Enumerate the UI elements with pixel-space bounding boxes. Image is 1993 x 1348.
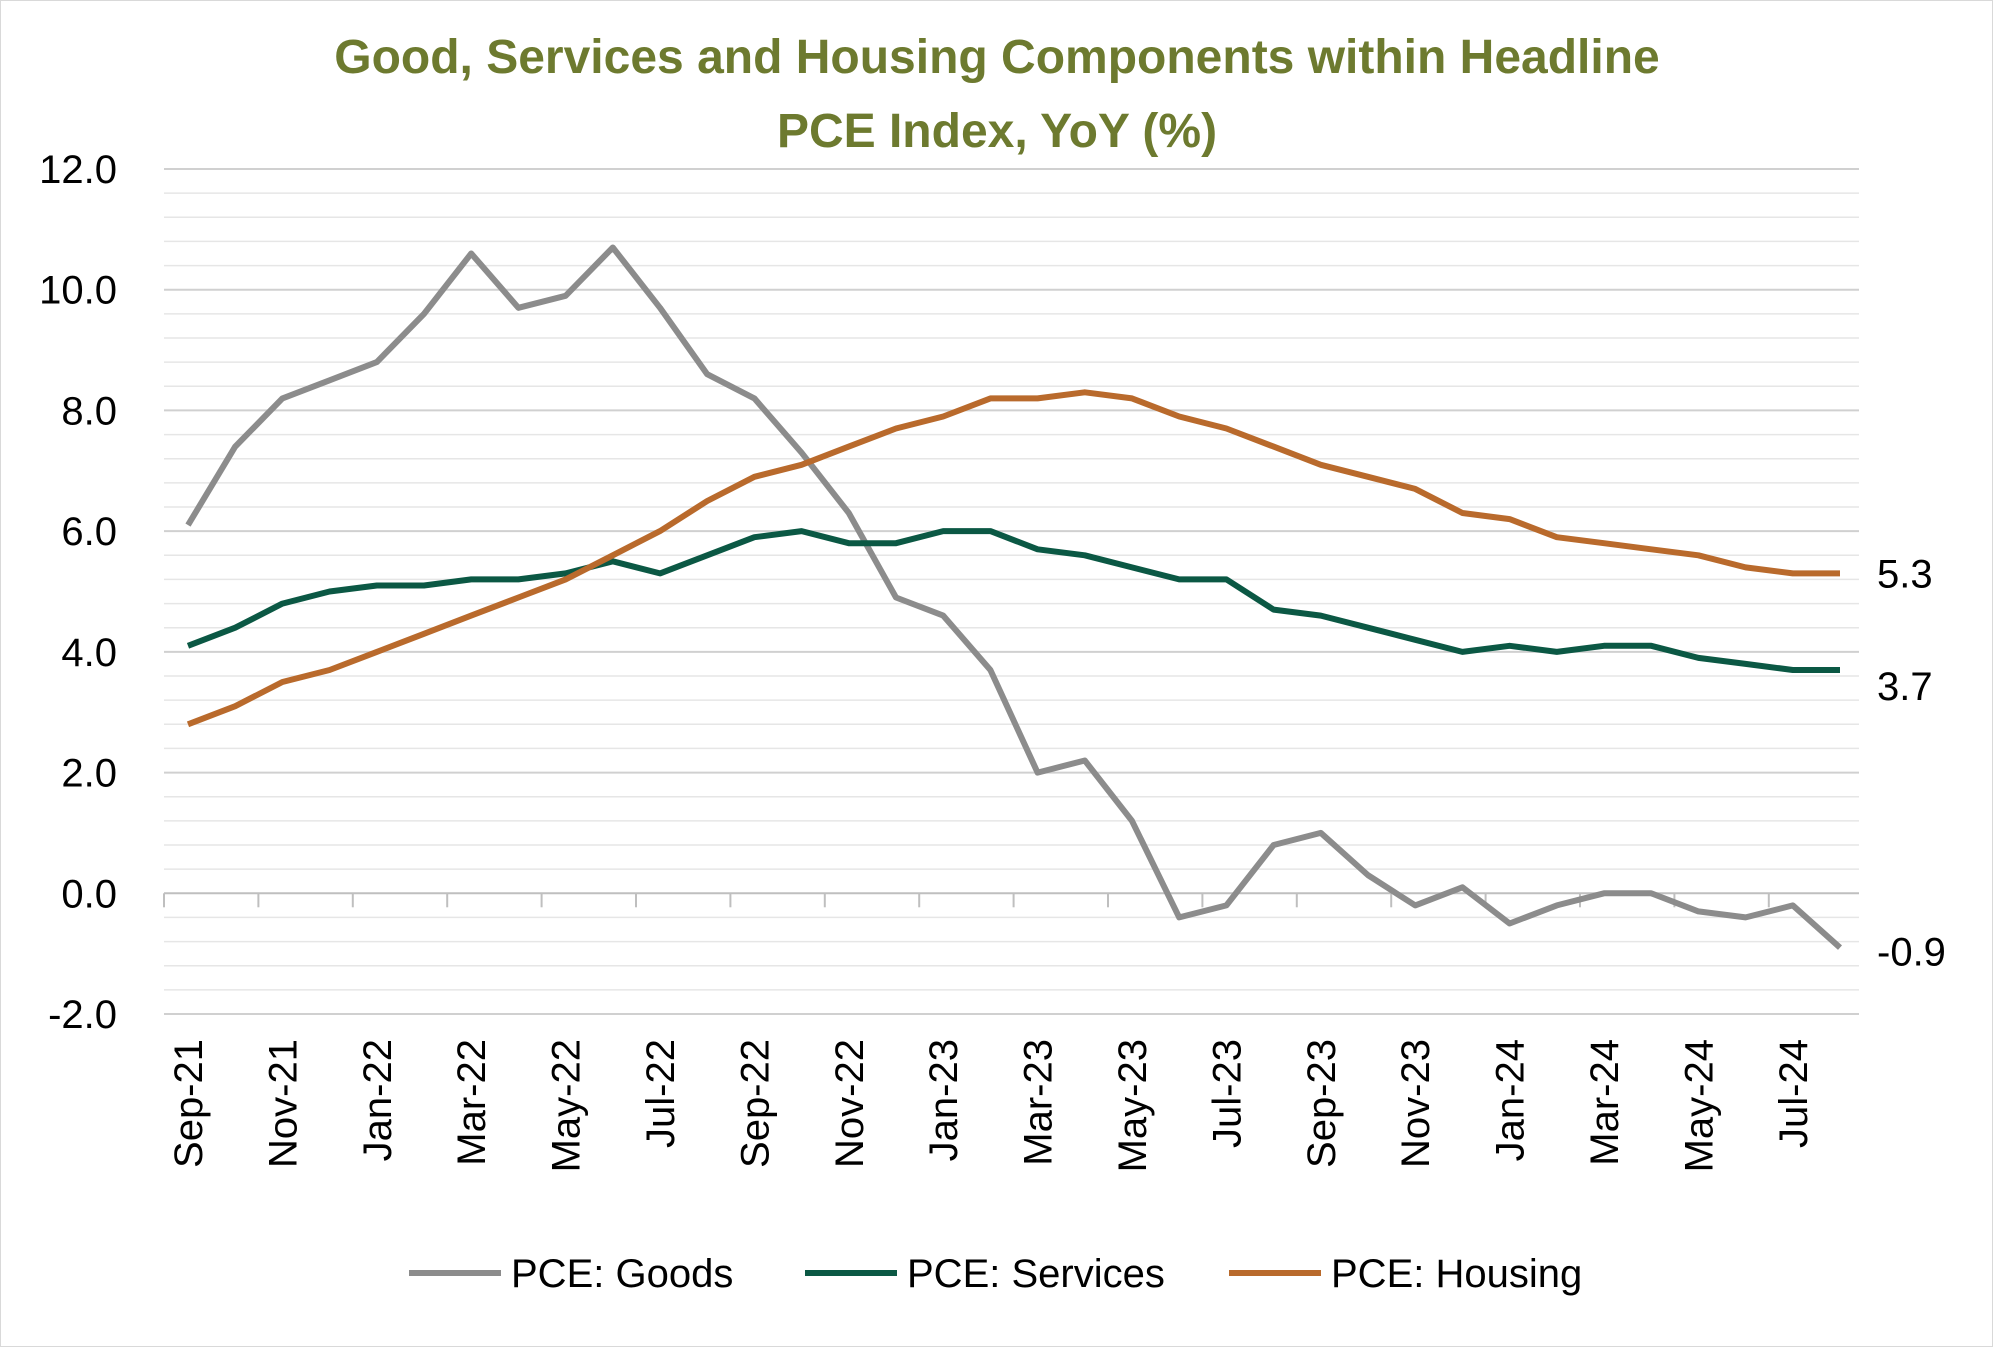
y-tick-label: 10.0 [39, 269, 117, 313]
chart-title: Good, Services and Housing Components wi… [334, 31, 1659, 158]
legend-label: PCE: Housing [1331, 1252, 1582, 1296]
x-tick-label: Jul-23 [1205, 1039, 1249, 1148]
chart-title-line-2: PCE Index, YoY (%) [777, 105, 1217, 158]
y-tick-label: 8.0 [61, 389, 117, 433]
y-tick-label: 2.0 [61, 752, 117, 796]
y-tick-label: 12.0 [39, 148, 117, 192]
series-line-pce-housing [186, 389, 1840, 728]
x-tick-label: Nov-22 [828, 1039, 872, 1168]
end-value-label: 3.7 [1877, 665, 1933, 709]
y-tick-label: 4.0 [61, 631, 117, 675]
chart-title-line-1: Good, Services and Housing Components wi… [334, 31, 1659, 84]
x-tick-label: May-23 [1111, 1039, 1155, 1172]
x-tick-label: Jul-22 [639, 1039, 683, 1148]
series-lines [185, 244, 1842, 950]
series-line-pce-services [186, 528, 1840, 673]
y-tick-label: -2.0 [48, 993, 117, 1037]
x-tick-label: Jan-22 [356, 1039, 400, 1161]
x-tick-label: Jan-24 [1489, 1039, 1533, 1161]
end-labels: -0.9 3.7 5.3 [1877, 552, 1946, 974]
x-tick-label: Nov-23 [1394, 1039, 1438, 1168]
y-tick-label: 0.0 [61, 872, 117, 916]
x-tick-label: Mar-24 [1583, 1039, 1627, 1166]
x-tick-label: Mar-22 [450, 1039, 494, 1166]
x-tick-label: May-22 [545, 1039, 589, 1172]
x-tick-label: Sep-21 [167, 1039, 211, 1168]
x-tick-label: Jul-24 [1772, 1039, 1816, 1148]
x-tick-label: Jan-23 [922, 1039, 966, 1161]
x-tick-label: Sep-22 [733, 1039, 777, 1168]
legend-label: PCE: Services [907, 1252, 1165, 1296]
series-line-pce-goods [185, 244, 1842, 950]
x-tick-label: Sep-23 [1300, 1039, 1344, 1168]
axes: -2.0 0.0 2.0 4.0 6.0 8.0 10.0 12.0 Sep-21 Nov-21 J… [39, 148, 1859, 1172]
x-tick-label: May-24 [1677, 1039, 1721, 1172]
legend-label: PCE: Goods [511, 1252, 733, 1296]
grid [164, 168, 1859, 1015]
end-value-label: 5.3 [1877, 552, 1933, 596]
y-tick-label: 6.0 [61, 510, 117, 554]
end-value-label: -0.9 [1877, 931, 1946, 975]
x-tick-label: Mar-23 [1017, 1039, 1061, 1166]
x-tick-label: Nov-21 [261, 1039, 305, 1168]
legend: PCE: Goods PCE: Services PCE: Housing [409, 1252, 1582, 1296]
